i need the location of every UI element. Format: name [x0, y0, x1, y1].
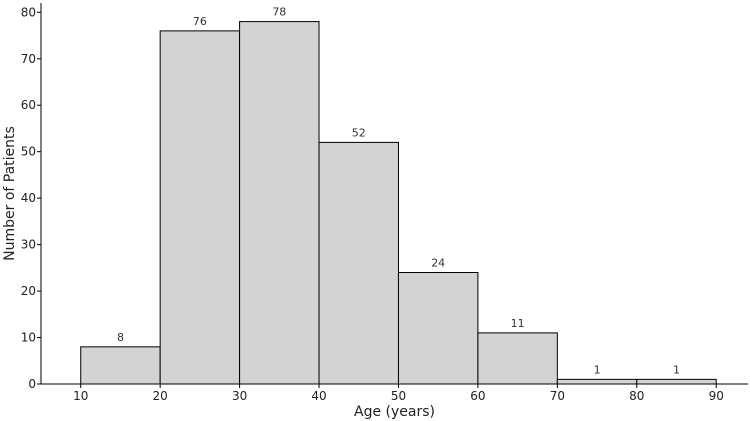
y-tick-label: 60: [21, 98, 36, 112]
x-tick-label: 80: [629, 389, 644, 403]
x-tick-label: 20: [153, 389, 168, 403]
x-tick-label: 10: [73, 389, 88, 403]
histogram-bar: [159, 30, 241, 385]
x-tick-label: 50: [391, 389, 406, 403]
x-tick-label: 40: [311, 389, 326, 403]
bar-value-label: 1: [594, 363, 601, 376]
histogram-bar: [239, 21, 320, 385]
bar-value-label: 24: [431, 256, 445, 269]
histogram-bar: [477, 332, 558, 385]
x-tick-label: 30: [232, 389, 247, 403]
y-tick-label: 70: [21, 52, 36, 66]
y-tick-label: 0: [28, 377, 36, 391]
y-tick-label: 30: [21, 238, 36, 252]
y-tick-label: 20: [21, 284, 36, 298]
x-tick-label: 70: [550, 389, 565, 403]
histogram-bar: [318, 141, 399, 385]
histogram-bar: [556, 378, 638, 385]
y-tick-label: 10: [21, 331, 36, 345]
x-ticks-group: 10 20 30 40 50 60 70 80 90: [73, 384, 724, 403]
y-tick-label: 40: [21, 191, 36, 205]
y-tick-label: 50: [21, 145, 36, 159]
y-ticks-group: 0 10 20 30 40 50 60 70 80: [21, 5, 41, 391]
bar-value-label: 1: [673, 363, 680, 376]
bar-value-label: 78: [272, 6, 286, 19]
y-axis-label: Number of Patients: [2, 126, 18, 261]
bar-value-label: 52: [352, 126, 366, 139]
x-axis-label: Age (years): [354, 404, 435, 420]
x-tick-label: 60: [470, 389, 485, 403]
x-tick-label: 90: [709, 389, 724, 403]
histogram-bar: [80, 346, 161, 385]
bar-value-label: 76: [193, 15, 207, 28]
bars-group: [80, 21, 717, 385]
bar-value-label: 8: [117, 331, 124, 344]
histogram-bar: [636, 378, 717, 385]
bar-value-label: 11: [511, 317, 525, 330]
histogram-bar: [397, 271, 479, 385]
y-tick-label: 80: [21, 5, 36, 19]
